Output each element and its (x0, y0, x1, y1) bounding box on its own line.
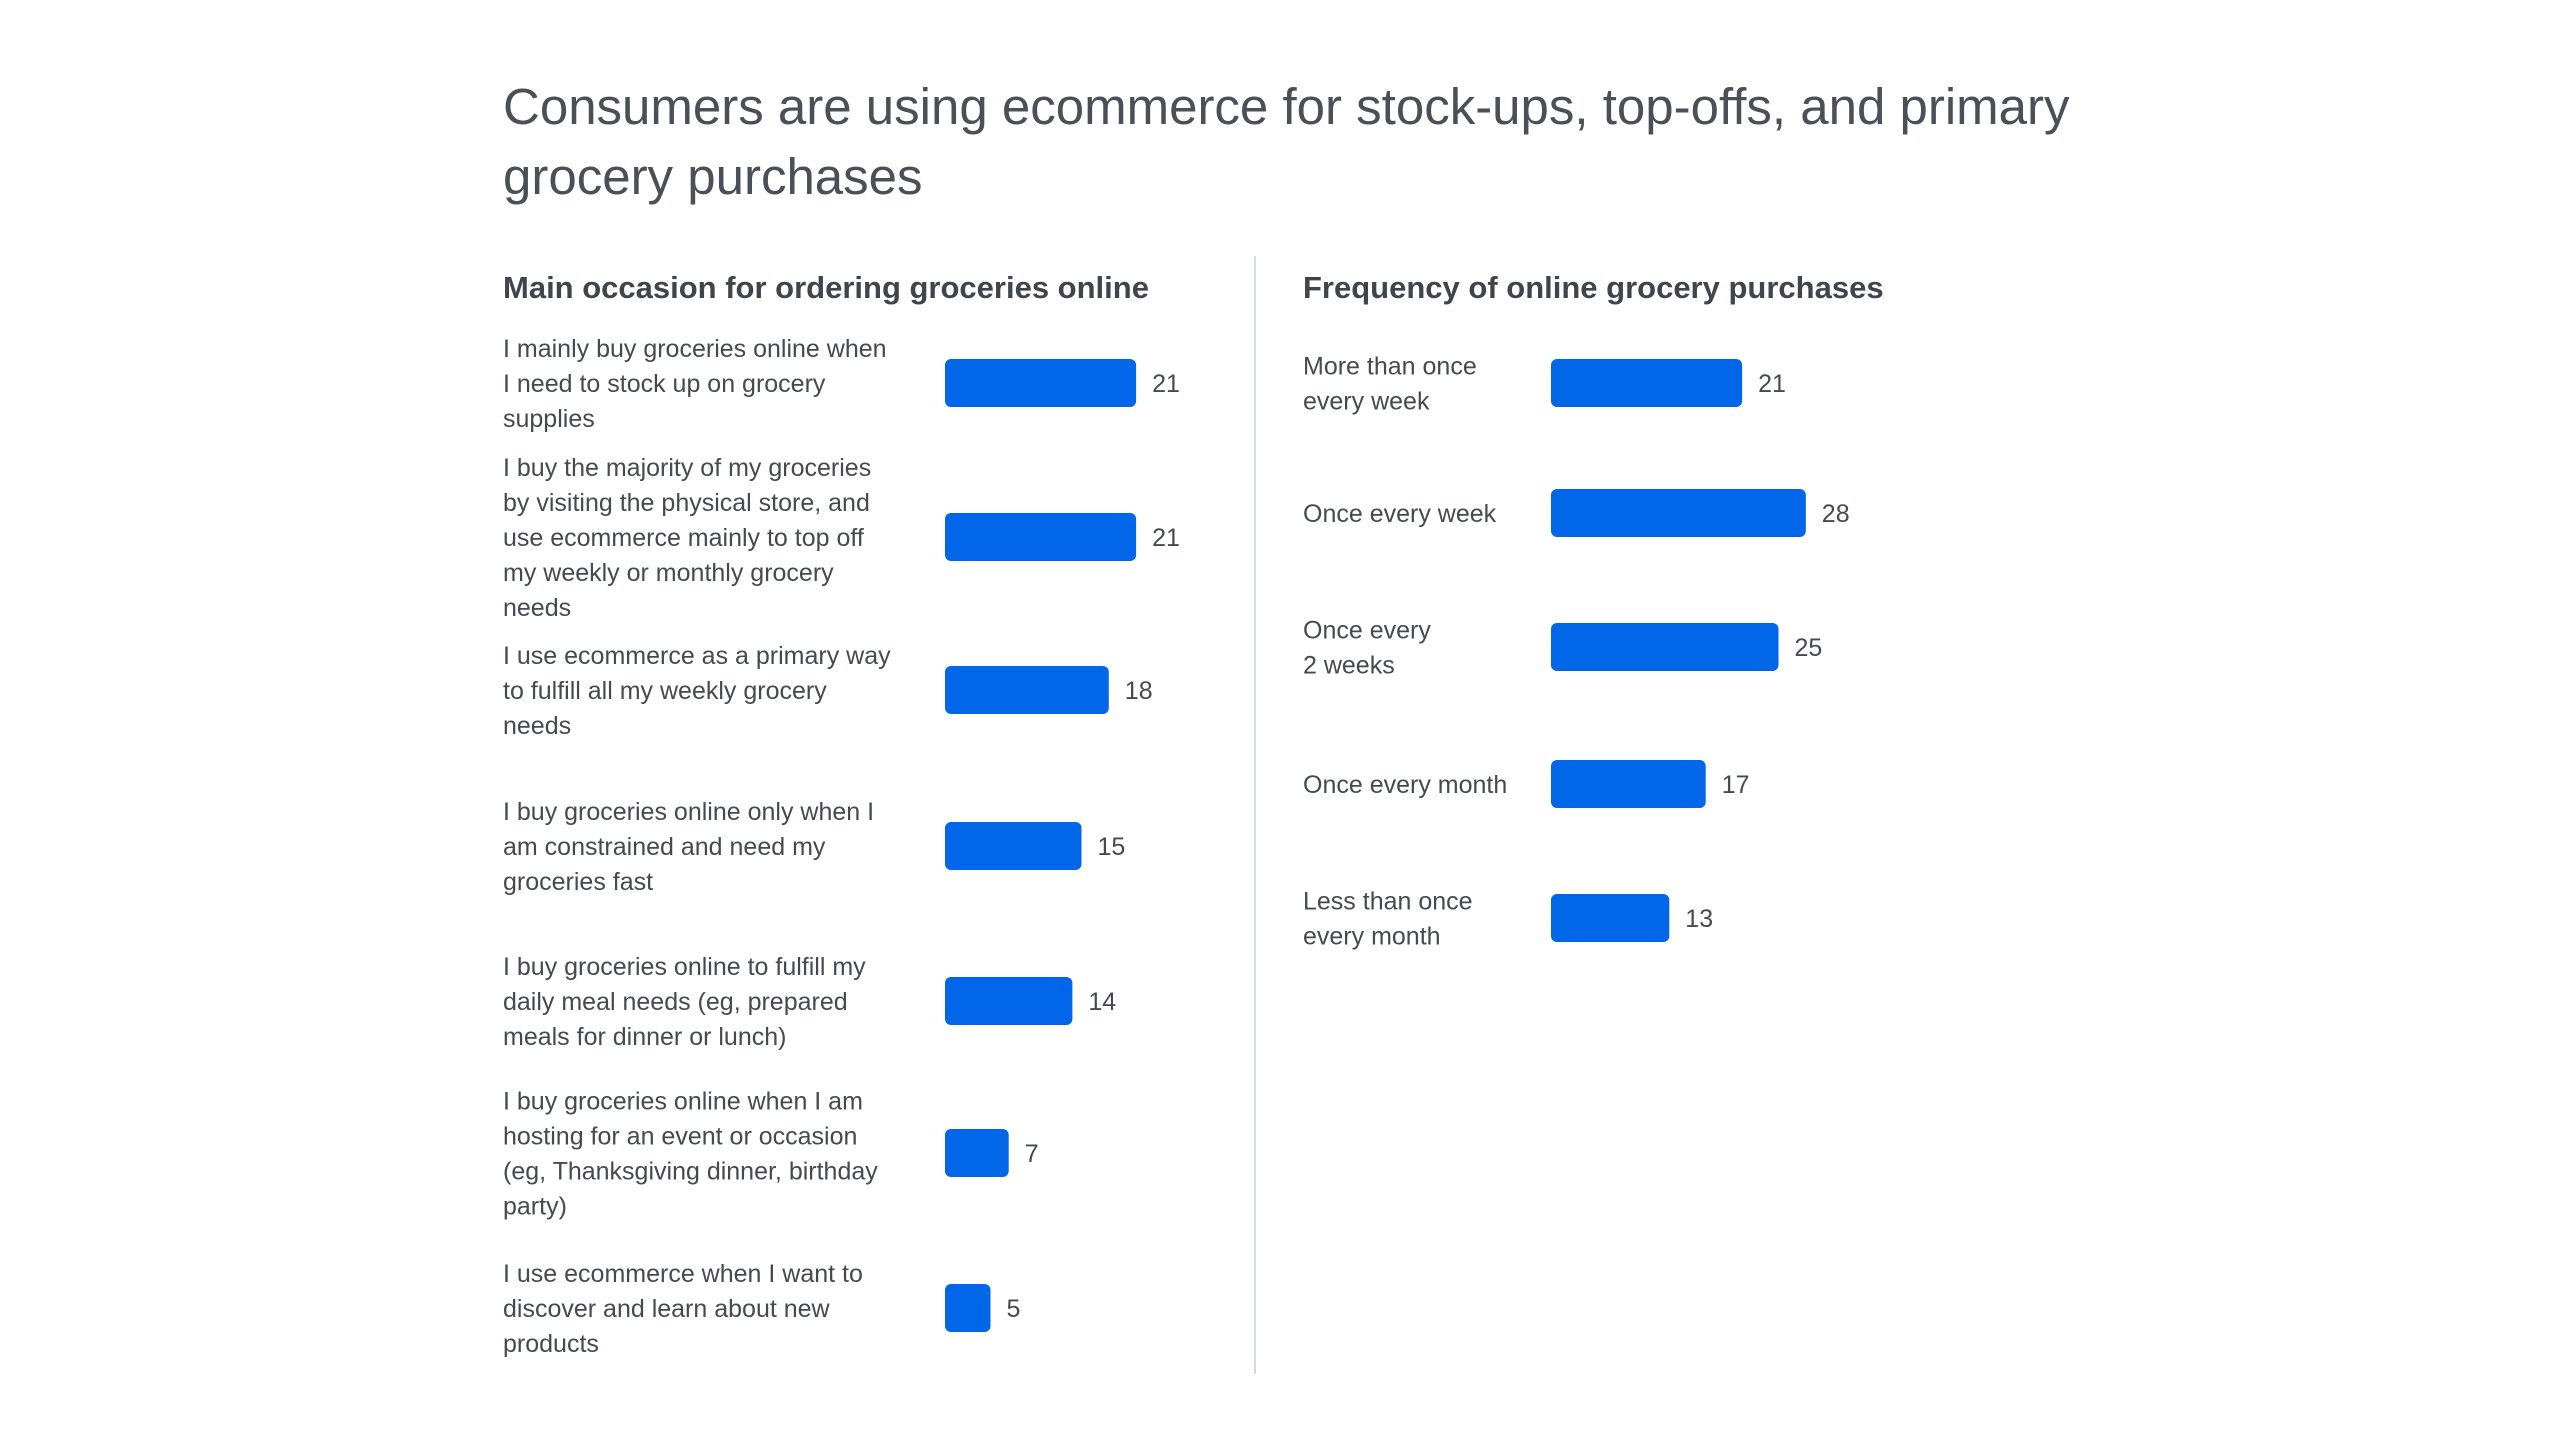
category-label: I use ecommerce when I want to discover a… (503, 1260, 863, 1358)
value-label: 18 (1125, 677, 1153, 705)
value-label: 21 (1152, 524, 1180, 552)
category-label: I buy the majority of my groceries by vis… (503, 454, 871, 622)
value-label: 28 (1822, 500, 1850, 528)
value-label: 21 (1152, 370, 1180, 398)
category-label: I use ecommerce as a primary way to fulfi… (503, 642, 891, 740)
value-label: 13 (1685, 905, 1713, 933)
value-label: 17 (1722, 771, 1750, 799)
chart-title: Consumers are using ecommerce for stock-… (503, 78, 2070, 205)
bar (945, 977, 1073, 1025)
category-label: I buy groceries online to fulfill my dail… (503, 953, 866, 1051)
panel-divider (1254, 256, 1256, 1374)
category-label: Less than once every month (1303, 888, 1473, 951)
value-label: 25 (1795, 634, 1823, 662)
category-label: I buy groceries online when I am hosting … (503, 1088, 878, 1221)
bar (1551, 489, 1806, 537)
bar (1551, 359, 1743, 407)
category-label: Once every month (1303, 771, 1507, 799)
left-panel-title: Main occasion for ordering groceries onl… (503, 270, 1149, 305)
bar-chart-1: I mainly buy groceries online when I need… (503, 335, 1180, 1358)
bar (1551, 760, 1706, 808)
category-label: Once every 2 weeks (1303, 617, 1431, 680)
category-label: Once every week (1303, 500, 1497, 528)
bar (945, 1284, 991, 1332)
value-label: 7 (1025, 1140, 1039, 1168)
right-panel-title: Frequency of online grocery purchases (1303, 270, 1884, 305)
bar (1551, 623, 1779, 671)
value-label: 5 (1007, 1295, 1021, 1323)
bar (945, 1129, 1009, 1177)
value-label: 21 (1758, 370, 1786, 398)
value-label: 15 (1098, 833, 1126, 861)
bar (945, 822, 1082, 870)
category-label: I mainly buy groceries online when I need… (503, 335, 887, 433)
bar (945, 666, 1109, 714)
bar (945, 359, 1137, 407)
value-label: 14 (1088, 988, 1116, 1016)
bar (945, 513, 1137, 561)
category-label: More than once every week (1303, 353, 1477, 416)
bar (1551, 894, 1670, 942)
bar-chart-2: More than once every week 21 Once every wee… (1303, 353, 1850, 951)
